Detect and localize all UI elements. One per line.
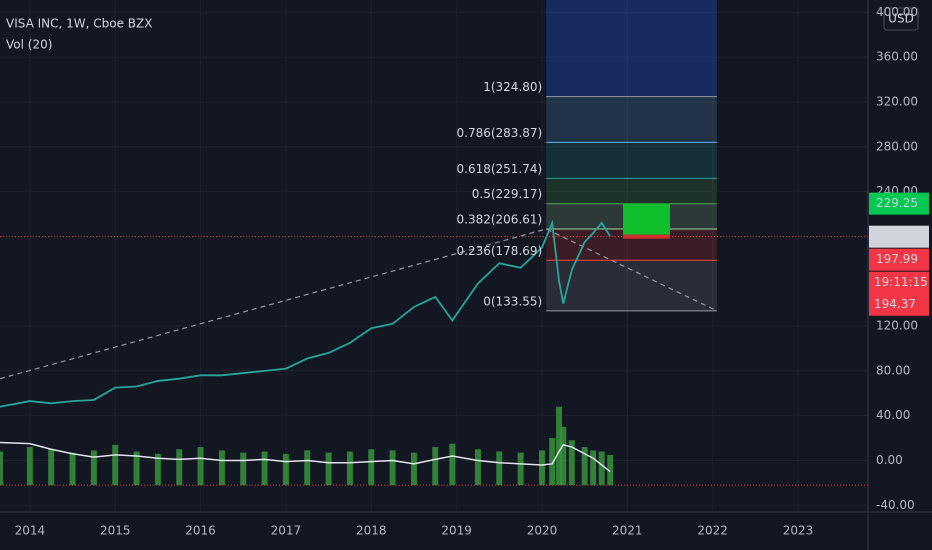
- y-tick-label: 280.00: [876, 139, 918, 153]
- volume-bar: [261, 451, 268, 486]
- volume-bar: [325, 452, 332, 486]
- countdown-label: 19:11:15: [874, 275, 928, 289]
- price-badge-label: 229.25: [876, 196, 918, 210]
- volume-bar: [549, 438, 556, 486]
- price-badge: [869, 271, 929, 316]
- fib-label: 0.5(229.17): [472, 187, 542, 201]
- position-target: [623, 203, 670, 235]
- volume-bar: [154, 453, 161, 486]
- volume-bar: [240, 452, 247, 486]
- fib-label: 0.382(206.61): [457, 212, 543, 226]
- currency-label[interactable]: USD: [888, 12, 914, 26]
- fib-band: [546, 260, 717, 311]
- volume-bar: [69, 452, 76, 486]
- x-tick-label: 2022: [697, 524, 728, 538]
- x-tick-label: 2020: [527, 524, 558, 538]
- y-tick-label: 360.00: [876, 50, 918, 64]
- fib-extension-zone: [546, 0, 717, 97]
- volume-bar: [568, 440, 575, 486]
- volume-bar: [197, 447, 204, 486]
- fib-label: 1(324.80): [483, 80, 542, 94]
- volume-bar: [581, 447, 588, 486]
- price-badge-label: 197.99: [876, 252, 918, 266]
- fib-label: 0(133.55): [483, 294, 542, 308]
- fib-band: [546, 96, 717, 143]
- price-badge-label: 194.37: [874, 297, 916, 311]
- volume-bar: [90, 450, 97, 486]
- price-badge-label: 199.74: [876, 229, 918, 243]
- volume-bar: [346, 451, 353, 486]
- x-tick-label: 2021: [612, 524, 643, 538]
- volume-bar: [517, 452, 524, 486]
- volume-bar: [304, 450, 311, 486]
- volume-bar: [538, 450, 545, 486]
- volume-bar: [112, 444, 119, 486]
- y-tick-label: 400.00: [876, 5, 918, 19]
- price-badge: [869, 225, 929, 248]
- volume-bar: [496, 451, 503, 486]
- volume-bar: [0, 451, 3, 486]
- volume-bar: [368, 449, 375, 486]
- fib-label: 0.618(251.74): [457, 162, 543, 176]
- volume-bar: [556, 406, 563, 486]
- fib-band: [546, 142, 717, 179]
- volume-bar: [598, 451, 605, 486]
- volume-bar: [449, 443, 456, 486]
- volume-bar: [218, 450, 225, 486]
- volume-bar: [176, 449, 183, 486]
- x-tick-label: 2014: [15, 524, 46, 538]
- volume-bar: [282, 453, 289, 486]
- volume-bar: [590, 450, 597, 486]
- volume-bar: [26, 447, 33, 486]
- volume-bar: [48, 449, 55, 486]
- fib-band: [546, 178, 717, 204]
- x-tick-label: 2023: [783, 524, 814, 538]
- x-tick-label: 2015: [100, 524, 131, 538]
- x-tick-label: 2016: [185, 524, 216, 538]
- plot-area: [0, 0, 868, 512]
- price-badge: [869, 248, 929, 271]
- y-tick-label: -40.00: [876, 498, 915, 512]
- volume-bar: [474, 449, 481, 486]
- price-badge: [869, 192, 929, 215]
- fib-label: 0.786(283.87): [457, 126, 543, 140]
- price-line: [0, 219, 612, 408]
- x-tick-label: 2017: [271, 524, 302, 538]
- currency-button[interactable]: [883, 7, 919, 31]
- volume-bar: [560, 426, 567, 486]
- volume-title: Vol (20): [6, 38, 52, 52]
- x-tick-label: 2019: [441, 524, 472, 538]
- y-tick-label: 40.00: [876, 408, 910, 422]
- volume-ma-line: [0, 441, 611, 473]
- volume-bar: [607, 454, 614, 486]
- fib-label: 0.236(178.69): [457, 244, 543, 258]
- y-tick-label: 0.00: [876, 453, 903, 467]
- volume-bar: [133, 451, 140, 486]
- chart-title: VISA INC, 1W, Cboe BZX: [6, 17, 152, 31]
- position-stop: [623, 234, 670, 239]
- y-tick-label: 80.00: [876, 363, 910, 377]
- y-tick-label: 320.00: [876, 94, 918, 108]
- volume-bar: [410, 452, 417, 486]
- x-tick-label: 2018: [356, 524, 387, 538]
- volume-bar: [432, 447, 439, 486]
- volume-bar: [389, 450, 396, 486]
- y-tick-label: 120.00: [876, 319, 918, 333]
